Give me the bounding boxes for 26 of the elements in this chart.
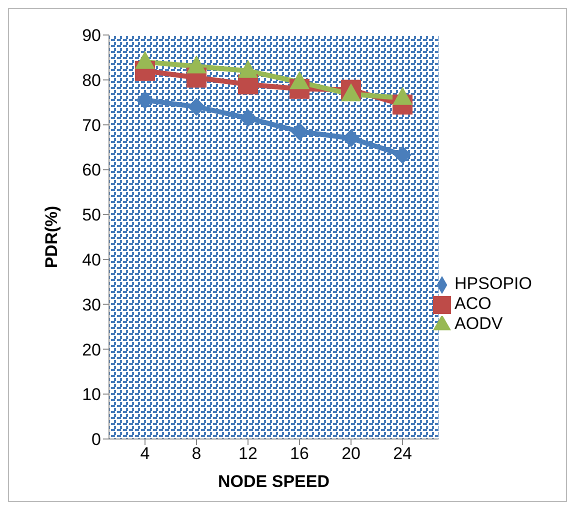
y-tick-label: 0 [92,430,101,450]
point [342,129,360,148]
y-tick-label: 40 [82,250,101,270]
y-tick-label: 50 [82,206,101,225]
y-tick-label: 10 [82,385,101,404]
y-tick-label: 80 [82,70,101,90]
point [136,91,154,110]
y-tick-label: 70 [82,116,101,135]
y-tick-label: 60 [82,160,101,180]
y-tick-label: 20 [82,340,101,360]
x-tick-label: 20 [342,444,360,464]
y-tick-label: 30 [82,295,101,314]
point [188,98,206,116]
x-tick-label: 4 [140,444,150,464]
x-tick-label: 12 [238,444,258,464]
x-tick-label: 16 [290,444,309,464]
y-tick-label: 90 [82,26,101,46]
legend-label: AODV [454,314,503,333]
y-axis-title: PDR(%) [42,206,62,268]
point [394,146,412,164]
legend-label: HPSOPIO [454,274,532,293]
x-tick-label: 8 [192,444,202,464]
point [239,109,258,128]
x-axis-title: NODE SPEED [218,472,330,491]
legend-label: ACO [454,294,492,313]
x-tick-label: 24 [393,444,412,464]
